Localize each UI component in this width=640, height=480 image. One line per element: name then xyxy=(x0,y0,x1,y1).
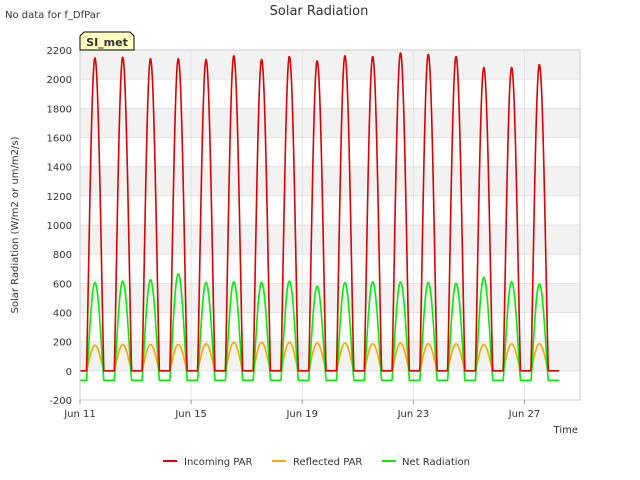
y-tick-label: 1800 xyxy=(47,104,72,115)
legend: Incoming PAR Reflected PAR Net Radiation xyxy=(163,457,470,468)
legend-label-incoming-par: Incoming PAR xyxy=(184,457,253,468)
site-badge-shape xyxy=(79,31,135,51)
y-tick-label: 1200 xyxy=(47,192,72,203)
y-tick-label: 800 xyxy=(53,250,72,261)
y-axis-ticks: -200 0 200 400 600 800 1000 1200 1400 1600 1800 200… xyxy=(47,46,72,407)
legend-label-reflected-par: Reflected PAR xyxy=(293,457,362,468)
plot-frame xyxy=(79,49,581,401)
y-tick-label: 1000 xyxy=(47,221,72,232)
y-tick-label: 1400 xyxy=(47,163,72,174)
chart-title: Solar Radiation xyxy=(270,4,369,19)
grid-band xyxy=(80,341,580,371)
x-axis-ticks: Jun 11 Jun 15 Jun 19 Jun 23 Jun 27 xyxy=(63,400,540,420)
site-badge: SI_met xyxy=(79,31,135,51)
y-tick-label: 200 xyxy=(53,338,72,349)
y-axis-label: Solar Radiation (W/m2 or um/m2/s) xyxy=(10,136,21,313)
y-tick-label: -200 xyxy=(49,396,72,407)
x-tick-label: Jun 11 xyxy=(63,409,96,420)
x-tick-label: Jun 15 xyxy=(174,409,207,420)
legend-label-net-radiation: Net Radiation xyxy=(402,457,470,468)
series-line-net-radiation xyxy=(79,273,560,382)
x-tick-label: Jun 23 xyxy=(397,409,430,420)
grid-band xyxy=(80,108,580,138)
y-tick-label: 0 xyxy=(66,367,72,378)
x-tick-label: Jun 27 xyxy=(508,409,541,420)
y-tick-label: 600 xyxy=(53,279,72,290)
y-tick-label: 400 xyxy=(53,309,72,320)
series-layer xyxy=(79,52,560,382)
grid-band xyxy=(80,225,580,255)
y-tick-label: 2200 xyxy=(47,46,72,57)
grid-band xyxy=(80,283,580,313)
y-tick-label: 2000 xyxy=(47,75,72,86)
grid-band xyxy=(80,166,580,196)
x-axis-label: Time xyxy=(553,425,578,436)
no-data-note: No data for f_DfPar xyxy=(5,10,101,21)
grid-band xyxy=(80,50,580,80)
site-badge-label: SI_met xyxy=(86,36,128,49)
series-line-incoming-par xyxy=(79,52,560,372)
y-tick-label: 1600 xyxy=(47,134,72,145)
x-tick-label: Jun 19 xyxy=(285,409,318,420)
plot-bands xyxy=(80,50,580,371)
